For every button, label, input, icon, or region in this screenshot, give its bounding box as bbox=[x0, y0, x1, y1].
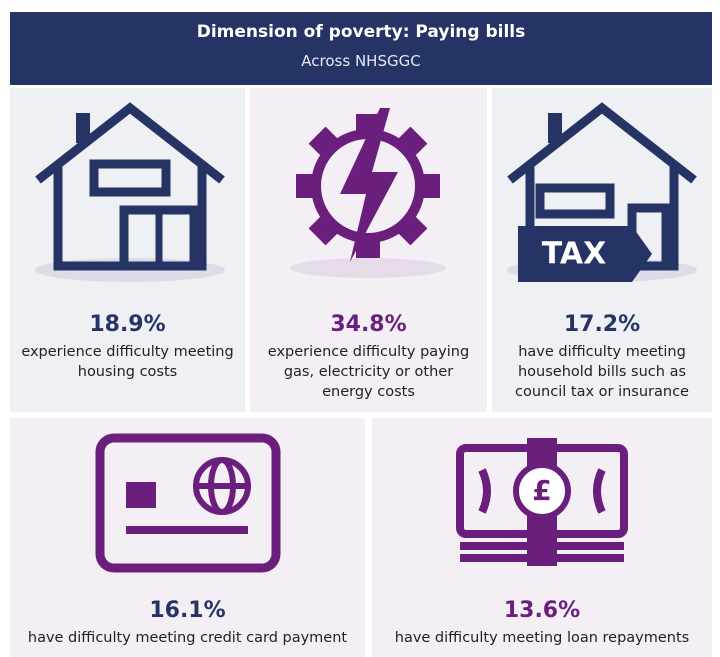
label: experience difficulty meeting housing co… bbox=[10, 342, 245, 382]
label: experience difficulty paying gas, electr… bbox=[250, 342, 487, 402]
card: 34.8% experience difficulty paying gas, … bbox=[250, 88, 487, 412]
card: 16.1% have difficulty meeting credit car… bbox=[10, 418, 365, 657]
stat: 17.2% bbox=[563, 312, 641, 337]
label-line: have difficulty meeting bbox=[518, 344, 686, 360]
label: have difficulty meeting credit card paym… bbox=[10, 628, 365, 648]
stat: 16.1% bbox=[149, 598, 226, 623]
label-line: gas, electricity or other bbox=[283, 364, 454, 380]
tag: TAX bbox=[542, 237, 606, 272]
label: have difficulty meeting household bills … bbox=[492, 342, 712, 402]
label-line: housing costs bbox=[77, 364, 178, 380]
house-icon bbox=[35, 102, 225, 282]
header: Dimension of poverty: Paying bills Acros… bbox=[10, 12, 712, 85]
label-line: council tax or insurance bbox=[515, 384, 689, 400]
label-line: experience difficulty paying bbox=[267, 344, 470, 360]
card: TAX 17.2% have difficulty meeting househ… bbox=[492, 88, 712, 412]
subtitle: Across NHSGGC bbox=[301, 52, 421, 70]
label-line: household bills such as bbox=[517, 364, 687, 380]
stat: 18.9% bbox=[89, 312, 166, 337]
label-line: experience difficulty meeting bbox=[21, 344, 234, 360]
label-line: have difficulty meeting credit card paym… bbox=[27, 630, 348, 646]
stat: 34.8% bbox=[330, 312, 407, 337]
card-icon bbox=[95, 433, 281, 573]
title: Dimension of poverty: Paying bills bbox=[196, 22, 526, 42]
card: £ 13.6% have difficulty meeting loan rep… bbox=[372, 418, 712, 657]
card: 18.9% experience difficulty meeting hous… bbox=[10, 88, 245, 412]
tax-house-icon: TAX bbox=[507, 102, 697, 282]
energy-icon bbox=[290, 108, 446, 278]
label-line: energy costs bbox=[322, 384, 415, 400]
stat: 13.6% bbox=[503, 598, 581, 623]
symbol: £ bbox=[532, 474, 551, 507]
label: have difficulty meeting loan repayments bbox=[372, 628, 712, 648]
label-line: have difficulty meeting loan repayments bbox=[394, 630, 690, 646]
money-icon: £ bbox=[456, 438, 628, 566]
